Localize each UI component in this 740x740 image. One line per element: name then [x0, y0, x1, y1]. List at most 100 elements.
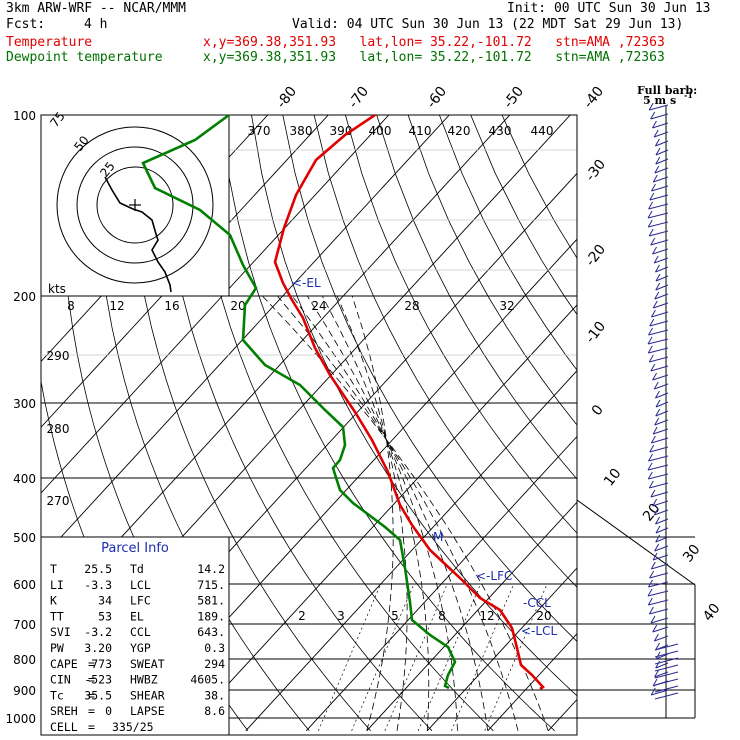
- isotherm-label: -40: [581, 84, 608, 112]
- wind-barb: [652, 500, 669, 507]
- wind-barb-low: [654, 657, 679, 665]
- hodograph-trace: [104, 176, 172, 293]
- mixing-ratio-label: 8: [67, 299, 75, 313]
- wind-barb: [650, 617, 669, 624]
- pressure-tick-label: 700: [13, 618, 36, 632]
- parcel-value: 35.5: [84, 688, 112, 702]
- wind-barb: [648, 581, 669, 588]
- wind-barbs: [647, 102, 679, 718]
- wind-barb-flag: [655, 525, 661, 534]
- isotherm-line: [487, 633, 577, 732]
- wind-barb-flag: [652, 300, 658, 309]
- wind-barb: [655, 392, 669, 399]
- isotherm-line: [41, 115, 390, 494]
- mixing-ratio-label: 20: [536, 609, 551, 623]
- wind-barb: [652, 428, 669, 435]
- hodograph-ring: [96, 166, 174, 244]
- parcel-value: 3.20: [84, 641, 112, 655]
- wind-barb: [653, 131, 669, 138]
- wind-barb-flag: [653, 633, 659, 642]
- isotherm-label: -20: [583, 242, 610, 270]
- hodograph-unit-label: kts: [48, 282, 66, 296]
- wind-barb-flag: [652, 246, 657, 255]
- isotherm-line: [41, 115, 511, 626]
- wind-barb-flag: [648, 453, 653, 462]
- mixing-ratio-label: 28: [404, 299, 419, 313]
- temperature-profile: [273, 113, 545, 691]
- dry-adiabat-label: 290: [47, 349, 70, 363]
- wind-barb-flag: [648, 327, 653, 336]
- wind-barb: [649, 356, 669, 363]
- isotherm-line: [41, 115, 329, 428]
- wind-barb-flag: [648, 354, 654, 363]
- wind-barb: [650, 365, 669, 372]
- wind-barb-flag: [654, 138, 660, 147]
- theta-label: 420: [448, 124, 471, 138]
- parcel-value-2: 715.: [197, 578, 225, 592]
- parcel-value: -523: [84, 673, 112, 687]
- wind-barb-flag: [650, 363, 656, 372]
- mixing-ratio-label: 12: [479, 609, 494, 623]
- moist-adiabat-line: [277, 296, 519, 731]
- parcel-value: 773: [91, 657, 112, 671]
- wind-barb: [654, 167, 669, 174]
- parcel-box: [40, 536, 230, 736]
- wind-key-unit-sup: -1: [684, 90, 693, 100]
- wind-barb-flag: [647, 210, 653, 219]
- wind-barb-flag: [655, 147, 661, 156]
- parcel-value: 53: [98, 609, 112, 623]
- parcel-value-2: 643.: [197, 625, 225, 639]
- wind-barb-flag: [652, 552, 658, 561]
- wind-barb-flag: [655, 660, 661, 669]
- wind-barb-flag: [650, 111, 656, 120]
- isotherm-line: [366, 501, 577, 732]
- dry-adiabat-label: 270: [47, 494, 70, 508]
- dry-adiabat-line: [470, 115, 577, 316]
- parcel-label-1: Tc: [50, 688, 64, 702]
- wind-barb-flag: [655, 282, 661, 291]
- isotherm-label: 40: [700, 601, 724, 625]
- wind-barb: [652, 248, 669, 255]
- mixing-ratio-label: 3: [337, 609, 345, 623]
- lcl-marker: <-LCL: [521, 624, 557, 638]
- wind-key-title: Full barb:: [637, 84, 697, 97]
- dry-adiabat-line: [251, 115, 577, 697]
- wind-barb-flag: [652, 498, 658, 507]
- wind-barb-flag: [653, 129, 659, 138]
- theta-label: 380: [290, 124, 313, 138]
- ccl-marker: -CCL: [523, 596, 551, 610]
- parcel-value-2: 189.: [197, 609, 225, 623]
- parcel-eq: =: [88, 688, 95, 702]
- wind-barb-flag: [647, 219, 653, 228]
- temperature-legend-label: Temperature: [6, 35, 93, 50]
- mixing-ratio-label: 24: [311, 299, 326, 313]
- parcel-value: -3.2: [84, 625, 112, 639]
- wind-barb: [651, 185, 669, 192]
- wind-barb-flag: [652, 174, 658, 183]
- wind-barb: [648, 599, 669, 606]
- wind-barb: [647, 212, 669, 219]
- parcel-value: 0: [105, 704, 112, 718]
- wind-barb: [649, 446, 669, 453]
- isotherm-label: -30: [583, 157, 610, 185]
- wind-barb-flag: [652, 426, 658, 435]
- mixing-ratio-label: 5: [391, 609, 399, 623]
- hodograph-ring: [56, 126, 214, 284]
- parcel-label-2: SHEAR: [130, 688, 165, 702]
- dry-adiabat-line: [125, 115, 371, 732]
- wind-barb-flag: [647, 336, 653, 345]
- parcel-label-2: LCL: [130, 578, 151, 592]
- mixing-ratio-label: 12: [109, 299, 124, 313]
- wind-barb: [651, 563, 669, 570]
- wind-barb: [655, 410, 669, 417]
- wind-barb: [652, 626, 669, 633]
- moist-adiabat-line: [322, 296, 430, 731]
- pressure-tick-label: 500: [13, 531, 36, 545]
- theta-label: 430: [489, 124, 512, 138]
- wind-barb: [650, 491, 669, 498]
- wind-barb-flag: [653, 255, 659, 264]
- parcel-label-1: CAPE: [50, 657, 78, 671]
- parcel-label-2: LAPSE: [130, 704, 165, 718]
- dry-adiabat-line: [313, 115, 577, 588]
- wind-barb-low: [654, 692, 679, 700]
